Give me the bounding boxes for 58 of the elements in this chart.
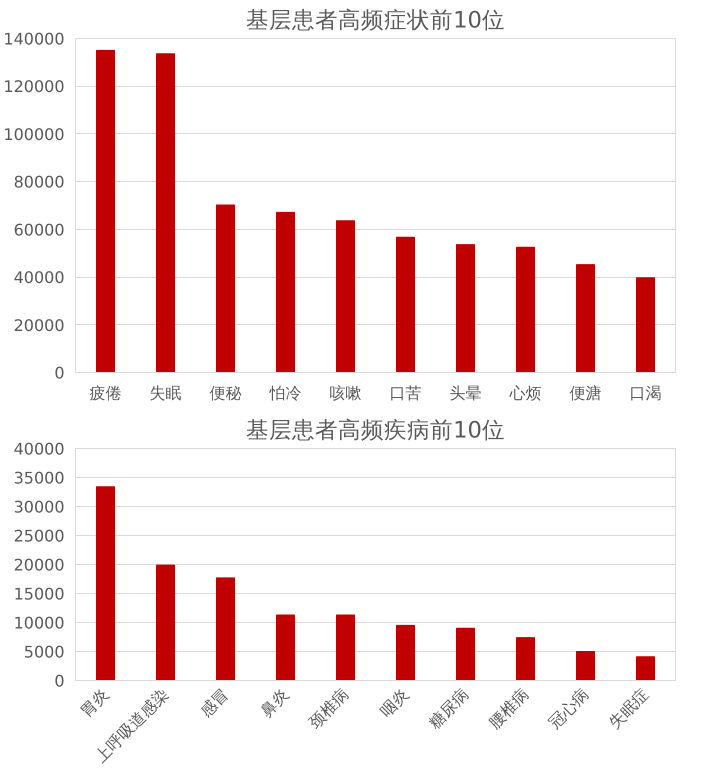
bar xyxy=(336,614,355,680)
x-tick-label: 失眠症 xyxy=(604,684,652,732)
x-tick-label: 口渴 xyxy=(630,384,662,402)
x-tick-label: 心烦 xyxy=(508,384,542,402)
x-tick-label: 颈椎病 xyxy=(304,684,352,732)
x-tick-label: 感冒 xyxy=(196,684,232,721)
bar xyxy=(156,53,175,372)
y-tick-label: 30000 xyxy=(14,498,65,516)
y-tick-label: 60000 xyxy=(14,220,65,240)
bar xyxy=(336,220,355,372)
y-tick-label: 40000 xyxy=(14,268,65,288)
bar xyxy=(456,628,475,680)
bar xyxy=(276,212,295,372)
x-tick-label: 腰椎病 xyxy=(484,684,532,732)
x-tick-label: 咳嗽 xyxy=(330,384,362,402)
bar xyxy=(96,486,115,680)
y-tick-label: 120000 xyxy=(3,77,64,96)
x-tick-label: 咽炎 xyxy=(376,684,412,721)
bar xyxy=(156,564,175,680)
y-tick-label: 25000 xyxy=(14,526,65,546)
bar xyxy=(396,236,415,372)
x-tick-label: 糖尿病 xyxy=(424,684,472,732)
chart-title: 基层患者高频疾病前10位 xyxy=(246,418,505,444)
bar xyxy=(576,651,595,680)
x-tick-label: 头晕 xyxy=(450,384,482,402)
x-tick-label: 便溏 xyxy=(570,384,602,402)
bar xyxy=(396,624,415,680)
y-tick-label: 0 xyxy=(54,364,65,382)
y-tick-label: 35000 xyxy=(14,468,65,488)
y-tick-label: 40000 xyxy=(14,440,65,458)
bar xyxy=(576,264,595,372)
x-tick-label: 胃炎 xyxy=(76,684,112,721)
x-tick-label: 怕冷 xyxy=(268,384,302,402)
y-tick-label: 20000 xyxy=(14,556,65,574)
x-tick-label: 疲倦 xyxy=(90,384,122,402)
y-tick-label: 100000 xyxy=(3,124,64,144)
y-tick-label: 10000 xyxy=(14,614,65,632)
bar xyxy=(96,50,115,372)
y-tick-label: 15000 xyxy=(14,584,65,604)
x-tick-label: 冠心病 xyxy=(544,684,592,732)
x-tick-label: 便秘 xyxy=(210,384,242,402)
bar xyxy=(516,246,535,372)
bar xyxy=(516,637,535,680)
y-tick-label: 80000 xyxy=(14,172,65,192)
bar xyxy=(456,244,475,372)
y-tick-label: 20000 xyxy=(14,316,65,335)
x-tick-label: 鼻炎 xyxy=(256,684,292,721)
y-tick-label: 140000 xyxy=(3,30,64,48)
bar xyxy=(636,277,655,372)
chart-title: 基层患者高频症状前10位 xyxy=(246,8,505,34)
x-tick-label: 失眠 xyxy=(150,384,182,402)
bar xyxy=(216,577,235,680)
x-tick-label: 口苦 xyxy=(390,384,422,402)
bar xyxy=(636,656,655,680)
bar xyxy=(216,204,235,372)
y-tick-label: 5000 xyxy=(24,642,64,662)
y-tick-label: 0 xyxy=(54,672,65,690)
bar xyxy=(276,614,295,680)
